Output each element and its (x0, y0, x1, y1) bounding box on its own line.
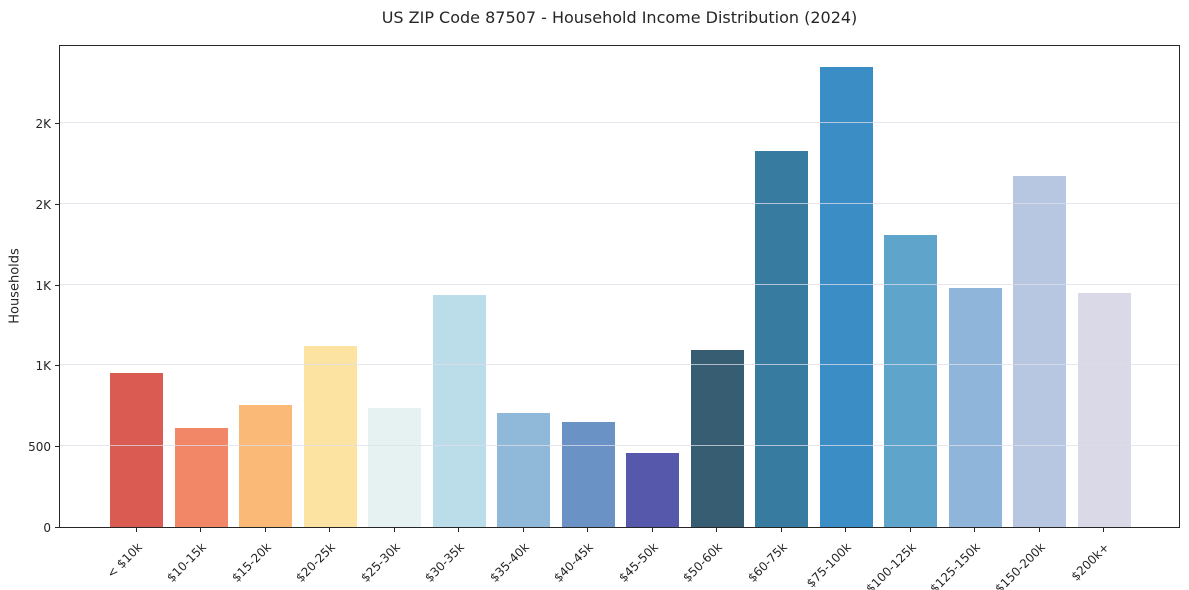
x-tick-label: $50-60k (680, 540, 725, 585)
y-tick-mark (55, 446, 59, 447)
x-tick-mark (587, 528, 588, 532)
x-tick-label: $20-25k (293, 540, 338, 585)
bar (239, 405, 292, 527)
y-tick-label: 1K (35, 359, 51, 373)
chart-title: US ZIP Code 87507 - Household Income Dis… (381, 8, 858, 27)
gridline (60, 364, 1179, 365)
x-tick-label: $60-75k (744, 540, 790, 585)
x-tick-label: $35-40k (486, 540, 532, 585)
bar (819, 67, 873, 527)
bar (174, 428, 228, 527)
bar (755, 151, 808, 527)
bar (948, 288, 1002, 527)
bar (110, 373, 163, 527)
y-tick-mark (55, 123, 59, 124)
x-tick-mark (1103, 528, 1104, 532)
x-tick-label: $75-100k (803, 540, 854, 590)
y-tick-label: 500 (28, 440, 51, 454)
x-tick-mark (845, 528, 846, 532)
plot-area (59, 45, 1180, 528)
x-tick-mark (329, 528, 330, 532)
bar (303, 346, 357, 527)
x-tick-mark (909, 528, 911, 532)
bar (368, 408, 421, 527)
x-tick-label: $200k+ (1068, 540, 1112, 584)
x-tick-mark (393, 528, 395, 532)
bar (1013, 176, 1066, 527)
y-tick-mark (55, 527, 59, 528)
x-tick-mark (264, 528, 266, 532)
bar (1077, 293, 1131, 527)
x-tick-mark (135, 528, 137, 532)
x-tick-mark (716, 528, 717, 532)
bar (690, 350, 744, 527)
y-tick-label: 1K (35, 279, 51, 293)
y-tick-mark (55, 365, 59, 366)
x-tick-mark (458, 528, 459, 532)
gridline (60, 203, 1179, 204)
bar (626, 453, 679, 527)
y-tick-label: 0 (43, 521, 51, 535)
y-tick-label: 2K (35, 198, 51, 212)
x-tick-mark (651, 528, 653, 532)
x-tick-label: $150-200k (991, 540, 1048, 590)
x-tick-mark (1038, 528, 1040, 532)
x-tick-label: $45-50k (615, 540, 661, 585)
bar (497, 413, 550, 527)
y-tick-mark (55, 285, 59, 286)
gridline (60, 122, 1179, 123)
gridline (60, 284, 1179, 285)
x-tick-label: < $10k (103, 540, 145, 581)
x-tick-label: $25-30k (357, 540, 403, 585)
y-tick-mark (55, 204, 59, 205)
x-tick-label: $100-125k (862, 540, 919, 590)
x-tick-label: $40-45k (551, 540, 596, 585)
bar (432, 295, 486, 527)
x-tick-label: $30-35k (422, 540, 467, 585)
x-tick-label: $125-150k (927, 540, 983, 590)
bar (561, 422, 615, 527)
x-tick-mark (974, 528, 975, 532)
gridline (60, 445, 1179, 446)
y-tick-label: 2K (35, 117, 51, 131)
bar (884, 235, 937, 527)
x-tick-mark (522, 528, 524, 532)
x-tick-label: $10-15k (164, 540, 209, 585)
x-tick-label: $15-20k (228, 540, 274, 585)
x-tick-mark (780, 528, 782, 532)
x-tick-mark (200, 528, 201, 532)
